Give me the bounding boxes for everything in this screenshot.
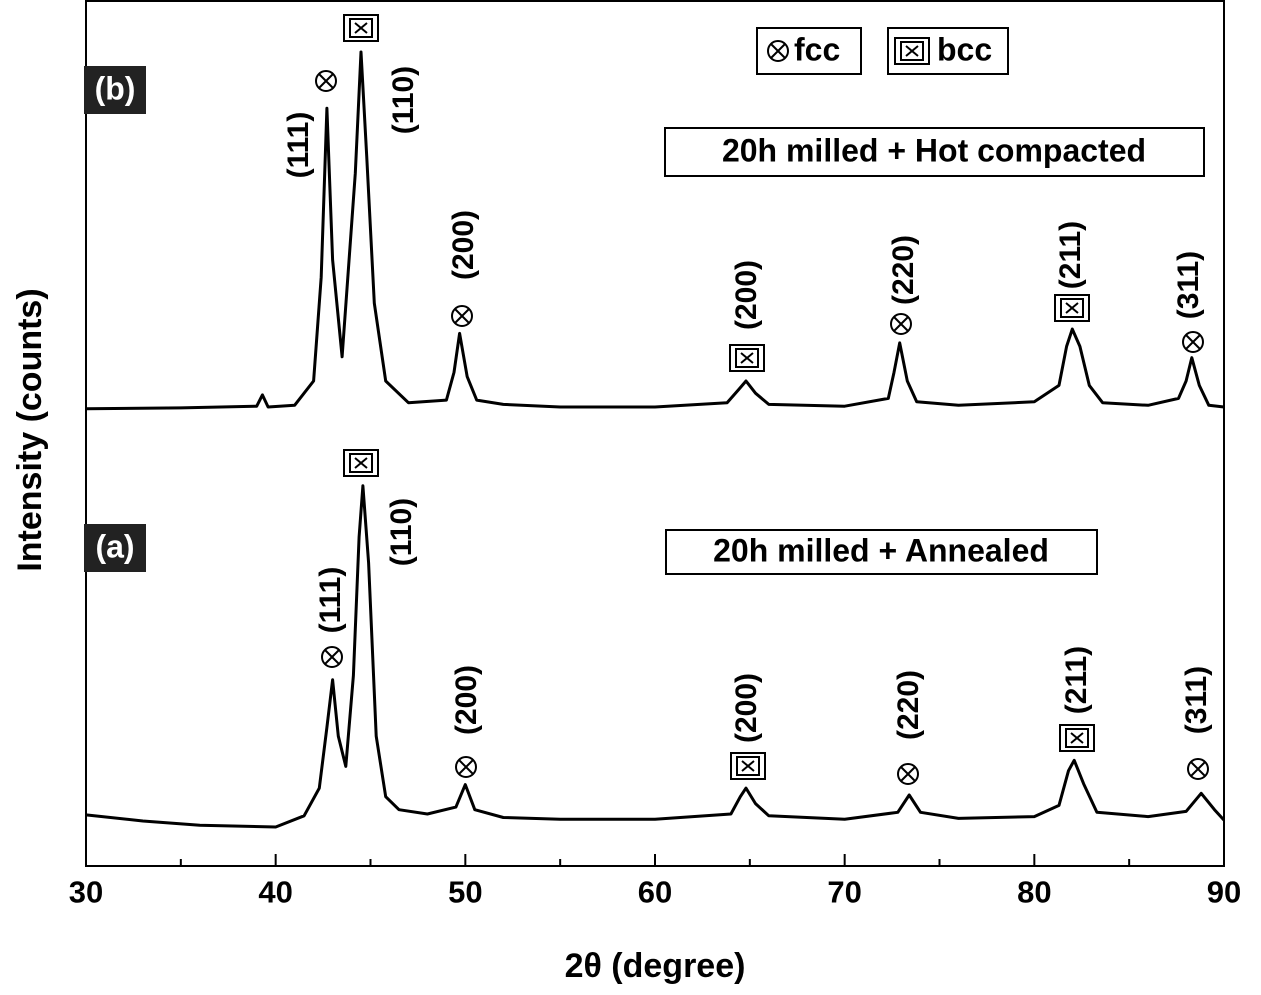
- peak-label: (110): [387, 66, 420, 134]
- sample-label: 20h milled + Hot compacted: [722, 132, 1146, 168]
- symbol-circle: [1187, 758, 1209, 780]
- symbol-cross: [454, 308, 470, 324]
- bcc-symbol: [730, 752, 766, 780]
- symbol-inner: [349, 18, 373, 38]
- symbol-circle: [897, 763, 919, 785]
- sample-box: [665, 529, 1098, 575]
- peak-label: (200): [730, 260, 763, 330]
- peak-label: (311): [1172, 251, 1205, 319]
- symbol-cross: [740, 352, 754, 364]
- symbol-cross: [893, 316, 909, 332]
- symbol-circle: [321, 646, 343, 668]
- bcc-symbol: [343, 449, 379, 477]
- symbol-inner: [900, 41, 924, 61]
- symbol-cross: [324, 649, 340, 665]
- peak-label: (111): [314, 567, 347, 634]
- symbol-cross: [1185, 334, 1201, 350]
- symbol-circle: [455, 756, 477, 778]
- fcc-symbol: [1182, 331, 1204, 353]
- symbol-cross: [318, 73, 334, 89]
- legend: fcc bcc: [756, 27, 1009, 75]
- symbol-cross: [905, 45, 919, 57]
- symbol-cross: [1190, 761, 1206, 777]
- legend-label: fcc: [794, 31, 840, 67]
- fcc-symbol: [321, 646, 343, 668]
- plot-frame: [85, 0, 1225, 867]
- fcc-symbol: [455, 756, 477, 778]
- symbol-cross: [770, 43, 786, 59]
- x-tick-label: 70: [827, 875, 861, 910]
- symbol-outer: [1054, 294, 1090, 322]
- symbol-cross: [900, 766, 916, 782]
- legend-label: bcc: [937, 31, 992, 67]
- bcc-symbol: [343, 14, 379, 42]
- peak-label: (200): [450, 665, 483, 735]
- xrd-line: [85, 484, 1226, 829]
- bcc-symbol: [1059, 724, 1095, 752]
- symbol-circle: [1182, 331, 1204, 353]
- peak-label: (211): [1060, 646, 1093, 714]
- y-axis-title: Intensity (counts): [11, 288, 49, 571]
- bcc-symbol: [1054, 294, 1090, 322]
- symbol-circle: [315, 70, 337, 92]
- peak-label: (311): [1180, 666, 1213, 734]
- symbol-outer: [894, 37, 930, 65]
- fcc-symbol: [897, 763, 919, 785]
- symbol-outer: [343, 14, 379, 42]
- fcc-symbol: [315, 70, 337, 92]
- symbol-inner: [736, 756, 760, 776]
- fcc-symbol: [451, 305, 473, 327]
- symbol-outer: [730, 752, 766, 780]
- peak-label: (200): [447, 210, 480, 280]
- peak-label: (110): [385, 498, 418, 566]
- x-tick-label: 40: [258, 875, 292, 910]
- symbol-cross: [354, 22, 368, 34]
- symbol-cross: [1070, 732, 1084, 744]
- x-tick-label: 90: [1207, 875, 1241, 910]
- symbol-cross: [458, 759, 474, 775]
- symbol-cross: [1065, 302, 1079, 314]
- peak-label: (220): [892, 670, 925, 740]
- peak-label: (211): [1054, 221, 1087, 289]
- x-tick-label: 80: [1017, 875, 1051, 910]
- symbol-cross: [741, 760, 755, 772]
- x-tick-label: 30: [69, 875, 103, 910]
- symbol-circle: [890, 313, 912, 335]
- symbol-circle: [767, 40, 789, 62]
- symbol-outer: [343, 449, 379, 477]
- fcc-symbol: [767, 40, 789, 62]
- symbol-inner: [735, 348, 759, 368]
- bcc-symbol: [729, 344, 765, 372]
- tag-label: (a): [95, 528, 134, 564]
- symbol-circle: [451, 305, 473, 327]
- fcc-symbol: [1187, 758, 1209, 780]
- symbol-cross: [354, 457, 368, 469]
- symbol-inner: [1065, 728, 1089, 748]
- x-tick-label: 60: [638, 875, 672, 910]
- tag-box: [84, 524, 146, 572]
- legend-box: [756, 27, 862, 75]
- tag-box: [84, 66, 146, 114]
- tag-label: (b): [95, 70, 136, 106]
- bcc-symbol: [894, 37, 930, 65]
- sample-box: [664, 127, 1205, 177]
- symbol-outer: [1059, 724, 1095, 752]
- peak-label: (220): [887, 235, 920, 305]
- symbol-outer: [729, 344, 765, 372]
- sample-label: 20h milled + Annealed: [713, 532, 1049, 568]
- xrd-line: [85, 50, 1225, 411]
- symbol-inner: [1060, 298, 1084, 318]
- x-axis-title: 2θ (degree): [565, 947, 746, 985]
- symbol-inner: [349, 453, 373, 473]
- peak-label: (111): [282, 112, 315, 179]
- x-tick-label: 50: [448, 875, 482, 910]
- legend-box: [887, 27, 1009, 75]
- fcc-symbol: [890, 313, 912, 335]
- peak-label: (200): [730, 673, 763, 743]
